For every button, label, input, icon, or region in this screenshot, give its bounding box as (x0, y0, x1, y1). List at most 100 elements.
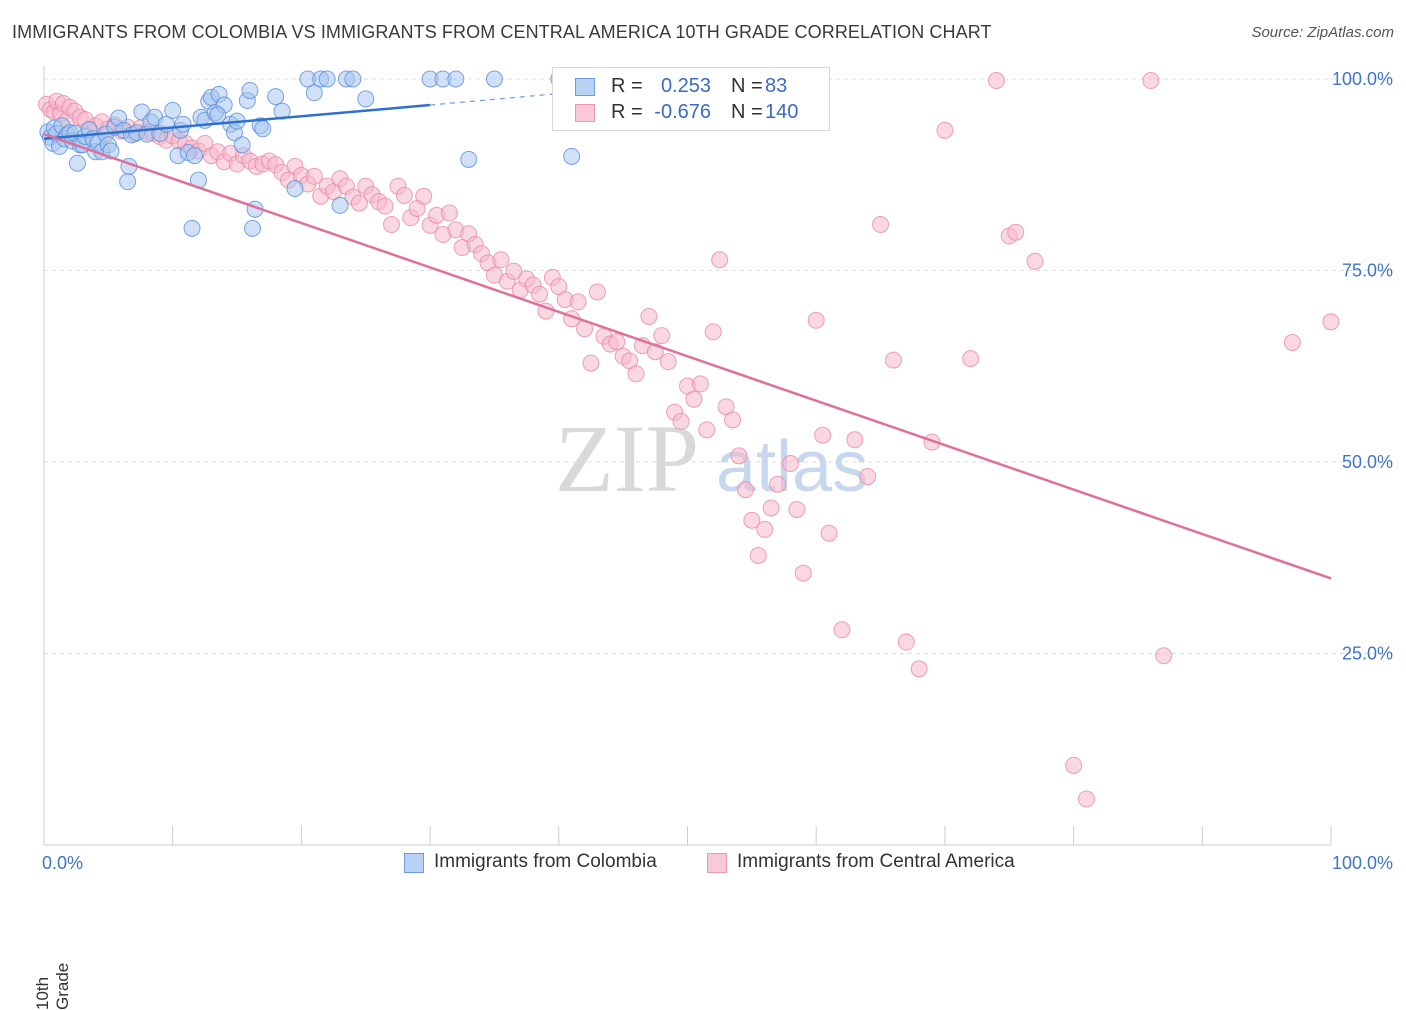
central-america-point-93 (608, 333, 626, 351)
central-america-point-98 (640, 307, 658, 325)
legend-r-value: -0.676 (654, 101, 711, 123)
colombia-point-72 (357, 90, 375, 108)
central-america-point-127 (872, 216, 890, 234)
legend-label-central-america: Immigrants from Central America (737, 851, 1015, 872)
central-america-point-46 (305, 167, 323, 185)
central-america-point-120 (788, 500, 806, 518)
colombia-point-55 (233, 136, 251, 154)
central-america-point-133 (962, 350, 980, 368)
colombia-point-40 (174, 115, 192, 133)
colombia-point-71 (344, 70, 362, 88)
central-america-point-117 (762, 499, 780, 517)
central-america-point-58 (382, 216, 400, 234)
legend-row-central-america: R = -0.676 N = 140 (553, 101, 829, 127)
central-america-point-87 (569, 293, 587, 311)
central-america-point-106 (691, 375, 709, 393)
colombia-point-66 (305, 84, 323, 102)
central-america-point-89 (582, 354, 600, 372)
colombia-point-12 (68, 154, 86, 172)
trend-lines (43, 90, 1332, 580)
central-america-trend-line (43, 132, 1332, 580)
legend-label-colombia: Immigrants from Colombia (434, 851, 657, 872)
central-america-point-101 (659, 353, 677, 371)
central-america-point-116 (756, 520, 774, 538)
colombia-point-57 (241, 81, 259, 99)
legend-swatch-pink (707, 853, 727, 873)
x-tick-label-start: 0.0% (42, 853, 83, 873)
source-credit: Source: ZipAtlas.com (1251, 24, 1394, 41)
central-america-point-124 (833, 621, 851, 639)
legend-n-value: 83 (765, 75, 788, 97)
colombia-point-64 (286, 180, 304, 198)
y-tick-label-1: 75.0% (1342, 261, 1393, 281)
stats-legend: R = 0.253 N = 83 R = -0.676 N = 140 (552, 67, 830, 131)
central-america-point-134 (987, 72, 1005, 90)
central-america-point-112 (730, 447, 748, 465)
colombia-point-42 (183, 219, 201, 237)
central-america-point-96 (627, 365, 645, 383)
central-america-point-144 (814, 426, 832, 444)
central-america-point-100 (653, 327, 671, 345)
central-america-point-57 (376, 197, 394, 215)
colombia-point-75 (447, 70, 465, 88)
central-america-point-122 (807, 311, 825, 329)
legend-r-label: R = (611, 101, 643, 123)
central-america-point-113 (736, 481, 754, 499)
colombia-point-76 (460, 150, 478, 168)
central-america-point-111 (724, 411, 742, 429)
watermark: ZIP atlas (555, 405, 868, 512)
colombia-point-77 (485, 70, 503, 88)
central-america-point-138 (1077, 790, 1095, 808)
central-america-point-107 (698, 421, 716, 439)
colombia-point-69 (331, 196, 349, 214)
central-america-point-118 (769, 475, 787, 493)
colombia-point-61 (254, 120, 272, 138)
colombia-points (39, 70, 600, 237)
central-america-point-90 (588, 283, 606, 301)
central-america-point-136 (1026, 252, 1044, 270)
central-america-point-77 (505, 262, 523, 280)
colombia-point-79 (563, 147, 581, 165)
y-tick-label-3: 25.0% (1342, 644, 1393, 664)
y-axis-label: 10th Grade (33, 962, 72, 1010)
y-tick-label-0: 100.0% (1332, 69, 1393, 89)
central-america-point-115 (749, 546, 767, 564)
central-america-point-130 (910, 660, 928, 678)
central-america-point-81 (530, 285, 548, 303)
legend-row-colombia: R = 0.253 N = 83 (553, 75, 829, 101)
y-tick-label-2: 50.0% (1342, 452, 1393, 472)
central-america-point-119 (781, 455, 799, 473)
legend-r-label: R = (611, 75, 643, 97)
central-america-point-108 (704, 323, 722, 341)
central-america-point-125 (846, 431, 864, 449)
legend-swatch-pink (575, 104, 595, 122)
legend-swatch-blue (404, 853, 424, 873)
central-america-point-140 (1155, 647, 1173, 665)
central-america-point-142 (1322, 313, 1340, 331)
colombia-point-82 (209, 106, 227, 124)
central-america-point-139 (1142, 72, 1160, 90)
central-america-point-114 (743, 511, 761, 529)
series-legend: Immigrants from Colombia Immigrants from… (0, 851, 1406, 879)
central-america-point-105 (685, 390, 703, 408)
colombia-point-43 (186, 147, 204, 165)
central-america-point-141 (1283, 334, 1301, 352)
axes (43, 66, 1332, 846)
x-tick-label-end: 100.0% (1332, 853, 1393, 873)
central-america-point-109 (711, 251, 729, 269)
central-america-point-63 (415, 187, 433, 205)
legend-n-label: N = (731, 101, 763, 123)
legend-r-value: 0.253 (660, 75, 711, 97)
central-america-points (38, 72, 1340, 808)
central-america-point-75 (492, 251, 510, 269)
central-america-point-67 (440, 204, 458, 222)
central-america-point-128 (884, 351, 902, 369)
scatter-chart: ZIP atlas 100.0% 75.0% 50.0% 25.0% 0.0% 100.0… (38, 66, 1394, 873)
central-america-point-53 (350, 194, 368, 212)
central-america-point-60 (395, 186, 413, 204)
central-america-point-137 (1065, 756, 1083, 774)
central-america-point-103 (672, 412, 690, 430)
legend-swatch-blue (575, 78, 595, 96)
colombia-trend-line (43, 103, 431, 140)
legend-n-value: 140 (765, 101, 799, 123)
